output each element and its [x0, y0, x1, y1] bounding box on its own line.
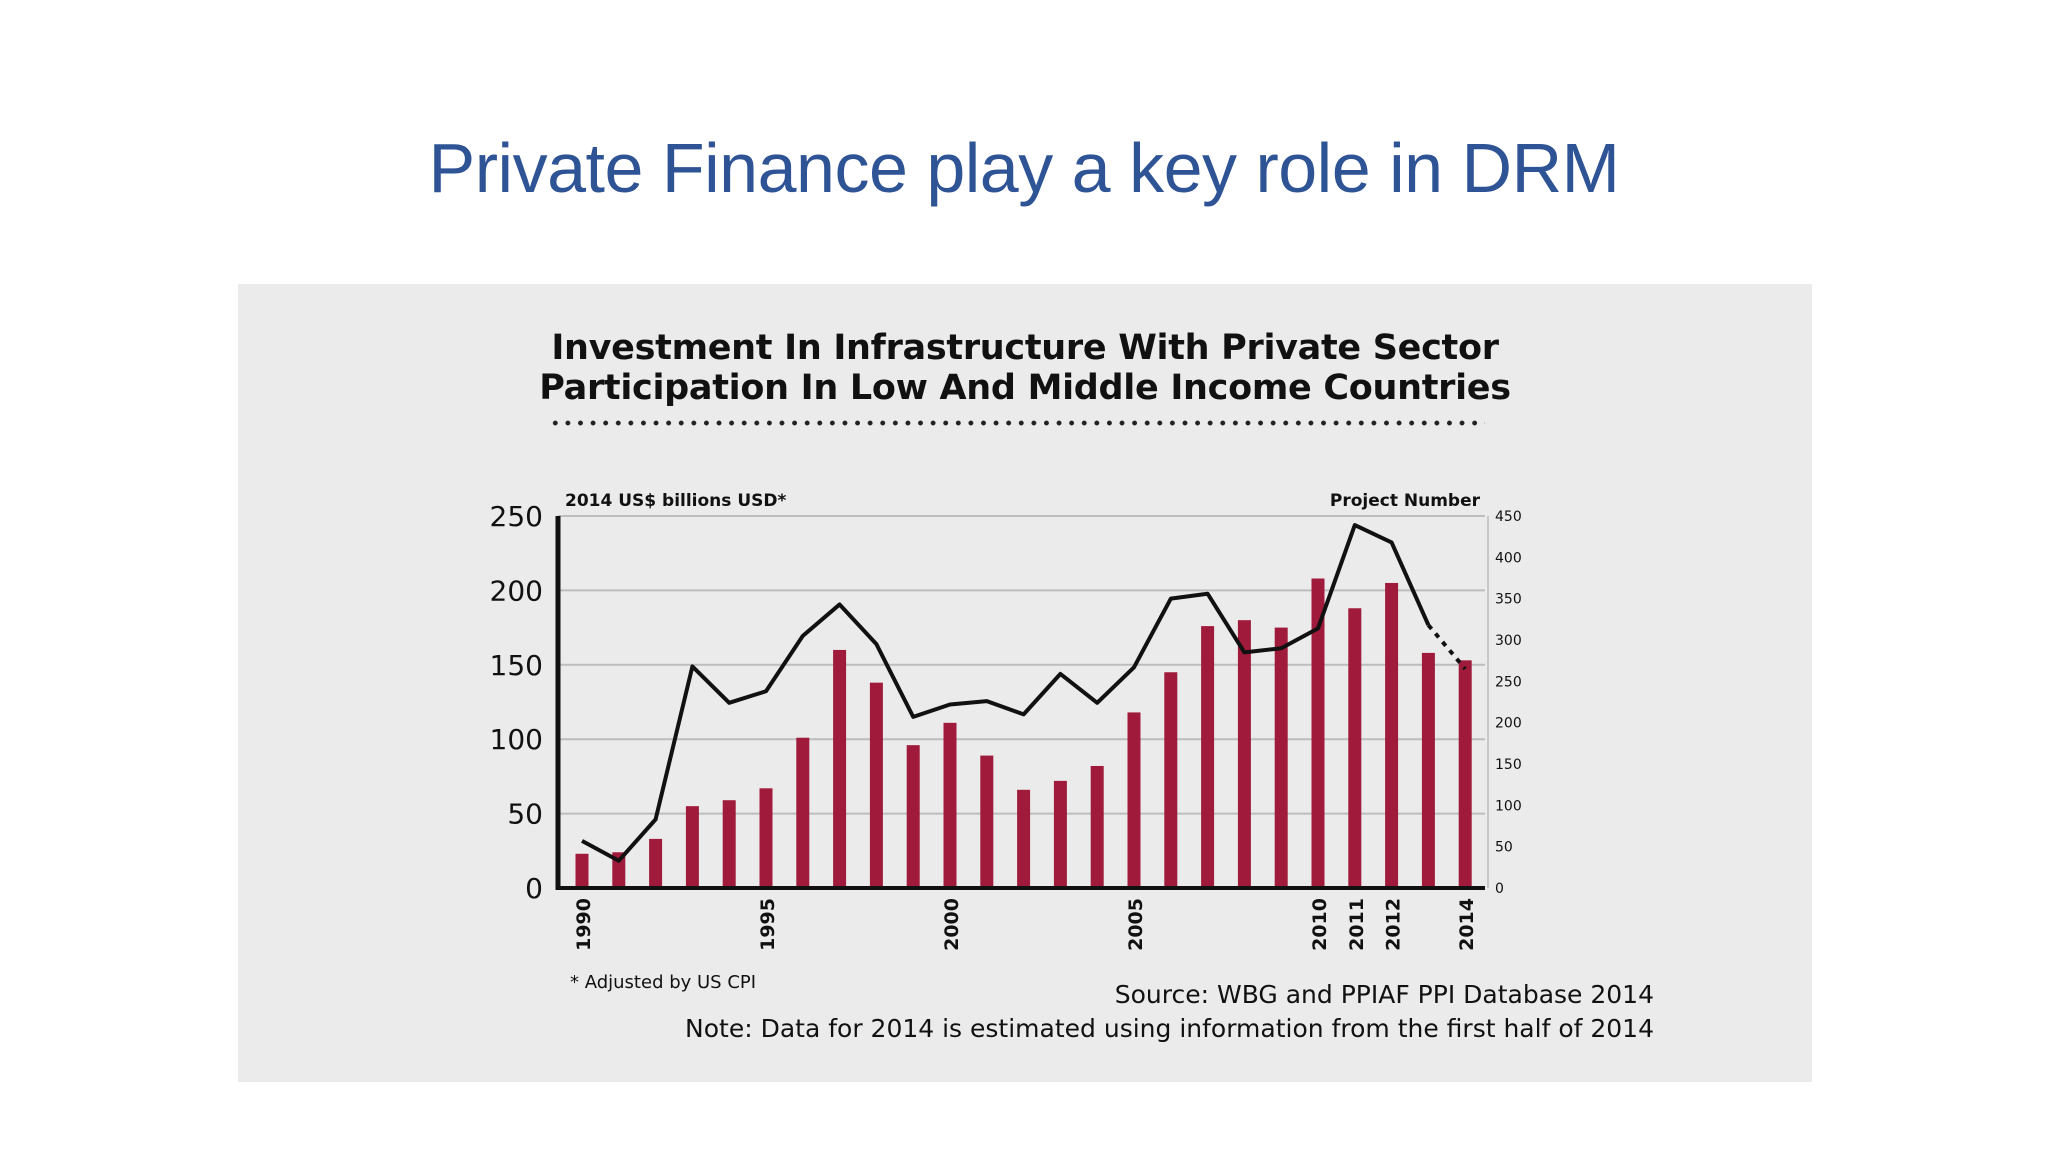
x-tick-label-1990: 1990 [573, 898, 595, 951]
x-tick-label-2010: 2010 [1309, 898, 1331, 951]
bar-2002 [1017, 789, 1031, 888]
chart-title-line-2: Participation In Low And Middle Income C… [539, 368, 1511, 408]
chart-plot: 0 50 100 150 200 250 0 50 100 150 200 250 300 350 400 4… [490, 491, 1522, 951]
bar-1990 [575, 853, 589, 888]
right-tick-label: 250 [1495, 674, 1522, 690]
bar-2008 [1237, 620, 1251, 888]
bar-2012 [1385, 582, 1399, 888]
chart-title-line-1: Investment In Infrastructure With Privat… [551, 328, 1499, 368]
left-tick-label: 250 [490, 500, 543, 533]
estimate-note: Note: Data for 2014 is estimated using i… [685, 1014, 1654, 1043]
right-tick-label: 400 [1495, 550, 1522, 566]
bar-2001 [980, 755, 994, 888]
project-line-estimated [1426, 623, 1467, 671]
left-tick-label: 50 [507, 798, 543, 831]
title-dotted-rule [549, 420, 1485, 426]
bar-2010 [1311, 578, 1325, 888]
slide-title: Private Finance play a key role in DRM [428, 129, 1620, 207]
bar-2005 [1127, 712, 1141, 888]
bar-2003 [1053, 780, 1067, 888]
bar-2007 [1201, 626, 1215, 888]
bar-1995 [759, 788, 773, 888]
x-tick-label-2012: 2012 [1383, 898, 1405, 951]
right-tick-label: 450 [1495, 509, 1522, 525]
right-tick-label: 150 [1495, 757, 1522, 773]
left-tick-label: 100 [490, 723, 543, 756]
left-tick-label: 200 [490, 574, 543, 607]
project-line-solid [581, 523, 1431, 863]
project-number-line [581, 523, 1467, 863]
right-tick-label: 100 [1495, 798, 1522, 814]
bar-1997 [833, 649, 847, 888]
bar-1993 [685, 806, 699, 888]
x-tick-label-2011: 2011 [1346, 898, 1368, 951]
x-tick-label-2005: 2005 [1125, 898, 1147, 951]
bar-1996 [796, 737, 810, 888]
bar-2000 [943, 722, 957, 888]
chart-title: Investment In Infrastructure With Privat… [238, 328, 1812, 408]
left-tick-label: 150 [490, 649, 543, 682]
footnote-cpi: * Adjusted by US CPI [570, 972, 757, 993]
left-axis-title: 2014 US$ billions USD* [565, 491, 786, 511]
right-tick-label: 50 [1495, 840, 1513, 856]
bar-2004 [1090, 765, 1104, 888]
bar-1992 [649, 838, 663, 888]
right-tick-label: 0 [1495, 881, 1504, 897]
tick-labels: 0 50 100 150 200 250 0 50 100 150 200 250 300 350 400 4… [490, 491, 1522, 951]
bar-1994 [722, 800, 736, 888]
source-text: Source: WBG and PPIAF PPI Database 2014 [1114, 980, 1654, 1009]
bar-2009 [1274, 627, 1288, 888]
bar-1998 [869, 682, 883, 888]
bar-2014 [1458, 660, 1472, 888]
right-tick-label: 200 [1495, 716, 1522, 732]
bar-2006 [1164, 672, 1178, 888]
bar-2013 [1421, 652, 1435, 888]
right-axis-title: Project Number [1330, 491, 1481, 511]
right-tick-label: 350 [1495, 592, 1522, 608]
bar-series [575, 578, 1472, 888]
chart-panel: Investment In Infrastructure With Privat… [238, 284, 1812, 1082]
x-tick-label-2014: 2014 [1456, 898, 1478, 951]
x-tick-label-2000: 2000 [941, 898, 963, 951]
x-tick-label-1995: 1995 [757, 898, 779, 951]
gridlines [558, 515, 1485, 815]
axes [555, 516, 1489, 890]
right-tick-label: 300 [1495, 633, 1522, 649]
bar-2011 [1348, 608, 1362, 888]
bar-1999 [906, 745, 920, 888]
left-tick-label: 0 [525, 872, 543, 905]
